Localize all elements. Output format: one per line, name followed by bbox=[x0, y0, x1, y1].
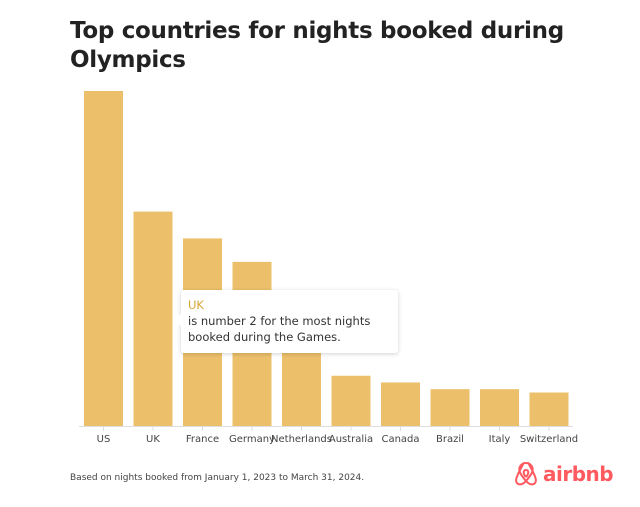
x-tick-label: UK bbox=[146, 434, 160, 445]
bar-canada[interactable] bbox=[381, 382, 420, 426]
chart-title: Top countries for nights booked during O… bbox=[70, 18, 564, 73]
airbnb-wordmark: airbnb bbox=[543, 462, 614, 486]
x-tick-label: Canada bbox=[381, 434, 419, 445]
bar-australia[interactable] bbox=[331, 375, 371, 426]
x-tick-label: France bbox=[186, 434, 219, 445]
bar-us[interactable] bbox=[84, 91, 123, 426]
bar-netherlands[interactable] bbox=[282, 352, 321, 426]
x-tick-label: Italy bbox=[489, 434, 511, 445]
x-tick-label: Brazil bbox=[436, 434, 464, 445]
bar-italy[interactable] bbox=[480, 389, 519, 426]
bar-brazil[interactable] bbox=[430, 389, 470, 426]
airbnb-belo-icon bbox=[515, 462, 537, 486]
tooltip: UK is number 2 for the most nights booke… bbox=[175, 290, 398, 353]
x-tick-label: US bbox=[97, 434, 111, 445]
x-tick-label: Germany bbox=[229, 434, 275, 445]
x-tick-label: Switzerland bbox=[520, 434, 578, 445]
bar-switzerland[interactable] bbox=[529, 392, 569, 427]
x-tick-label: Australia bbox=[329, 434, 373, 445]
bar-uk[interactable] bbox=[133, 211, 173, 426]
tooltip-text: is number 2 for the most nights booked d… bbox=[188, 314, 371, 344]
footnote: Based on nights booked from January 1, 2… bbox=[70, 473, 365, 483]
x-tick-label: Netherlands bbox=[271, 434, 332, 445]
airbnb-logo: airbnb bbox=[514, 461, 614, 487]
tooltip-title: UK bbox=[188, 298, 204, 312]
